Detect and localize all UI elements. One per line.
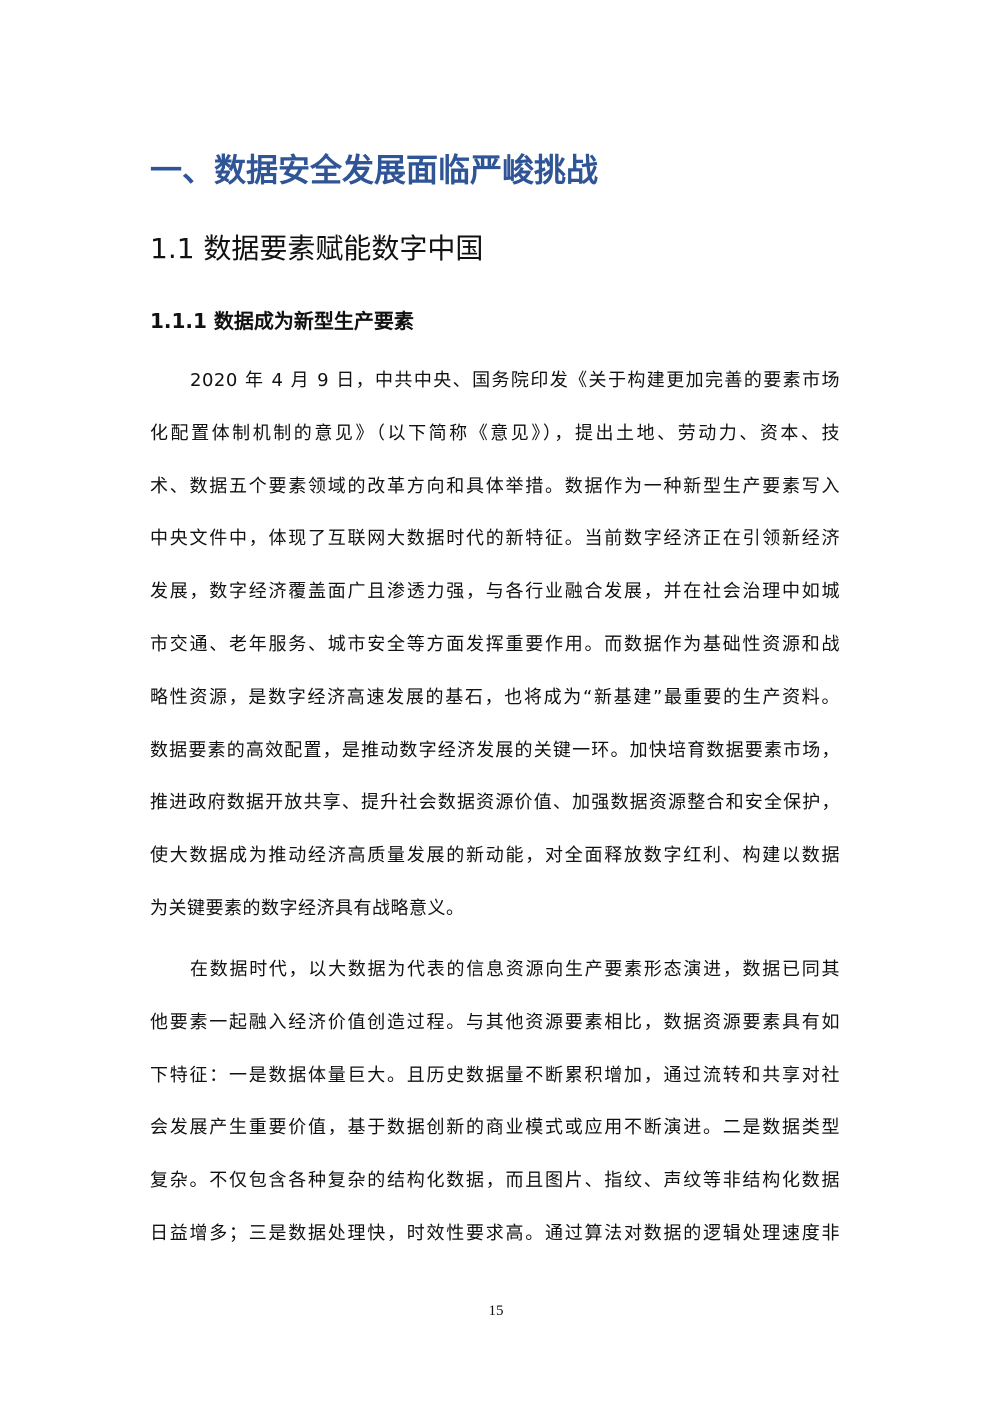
text-line: 数据要素的高效配置，是推动数字经济发展的关键一环。加快培育数据要素市场， [150,739,840,761]
text-line: 推进政府数据开放共享、提升社会数据资源价值、加强数据资源整合和安全保护， [150,792,840,814]
text-line: 日益增多；三是数据处理快，时效性要求高。通过算法对数据的逻辑处理速度非 [150,1223,840,1244]
heading-3: 1.1.1 数据成为新型生产要素 [150,309,414,333]
text-line: 中央文件中，体现了互联网大数据时代的新特征。当前数字经济正在引领新经济 [150,528,840,550]
text-line: 他要素一起融入经济价值创造过程。与其他资源要素相比，数据资源要素具有如 [150,1011,840,1033]
text-line: 略性资源，是数字经济高速发展的基石，也将成为“新基建”最重要的生产资料。 [150,686,840,708]
text-line: 下特征：一是数据体量巨大。且历史数据量不断累积增加，通过流转和共享对社 [150,1064,840,1086]
text-line: 化配置体制机制的意见》（以下简称《意见》），提出土地、劳动力、资本、技 [150,422,840,444]
text-line: 市交通、老年服务、城市安全等方面发挥重要作用。而数据作为基础性资源和战 [150,634,840,655]
text-line: 发展，数字经济覆盖面广且渗透力强，与各行业融合发展，并在社会治理中如城 [150,581,840,603]
text-line: 为关键要素的数字经济具有战略意义。 [150,898,465,919]
page-number: 15 [488,1303,504,1319]
text-line: 会发展产生重要价值，基于数据创新的商业模式或应用不断演进。二是数据类型 [150,1117,840,1139]
text-line: 术、数据五个要素领域的改革方向和具体举措。数据作为一种新型生产要素写入 [150,475,840,497]
text-line: 复杂。不仅包含各种复杂的结构化数据，而且图片、指纹、声纹等非结构化数据 [150,1170,840,1192]
text-line: 在数据时代，以大数据为代表的信息资源向生产要素形态演进，数据已同其 [190,959,840,980]
heading-2: 1.1 数据要素赋能数字中国 [150,232,484,265]
heading-1: 一、数据安全发展面临严峻挑战 [150,151,599,189]
text-line: 2020 年 4 月 9 日，中共中央、国务院印发《关于构建更加完善的要素市场 [190,370,840,391]
text-line: 使大数据成为推动经济高质量发展的新动能，对全面释放数字红利、构建以数据 [150,845,840,867]
